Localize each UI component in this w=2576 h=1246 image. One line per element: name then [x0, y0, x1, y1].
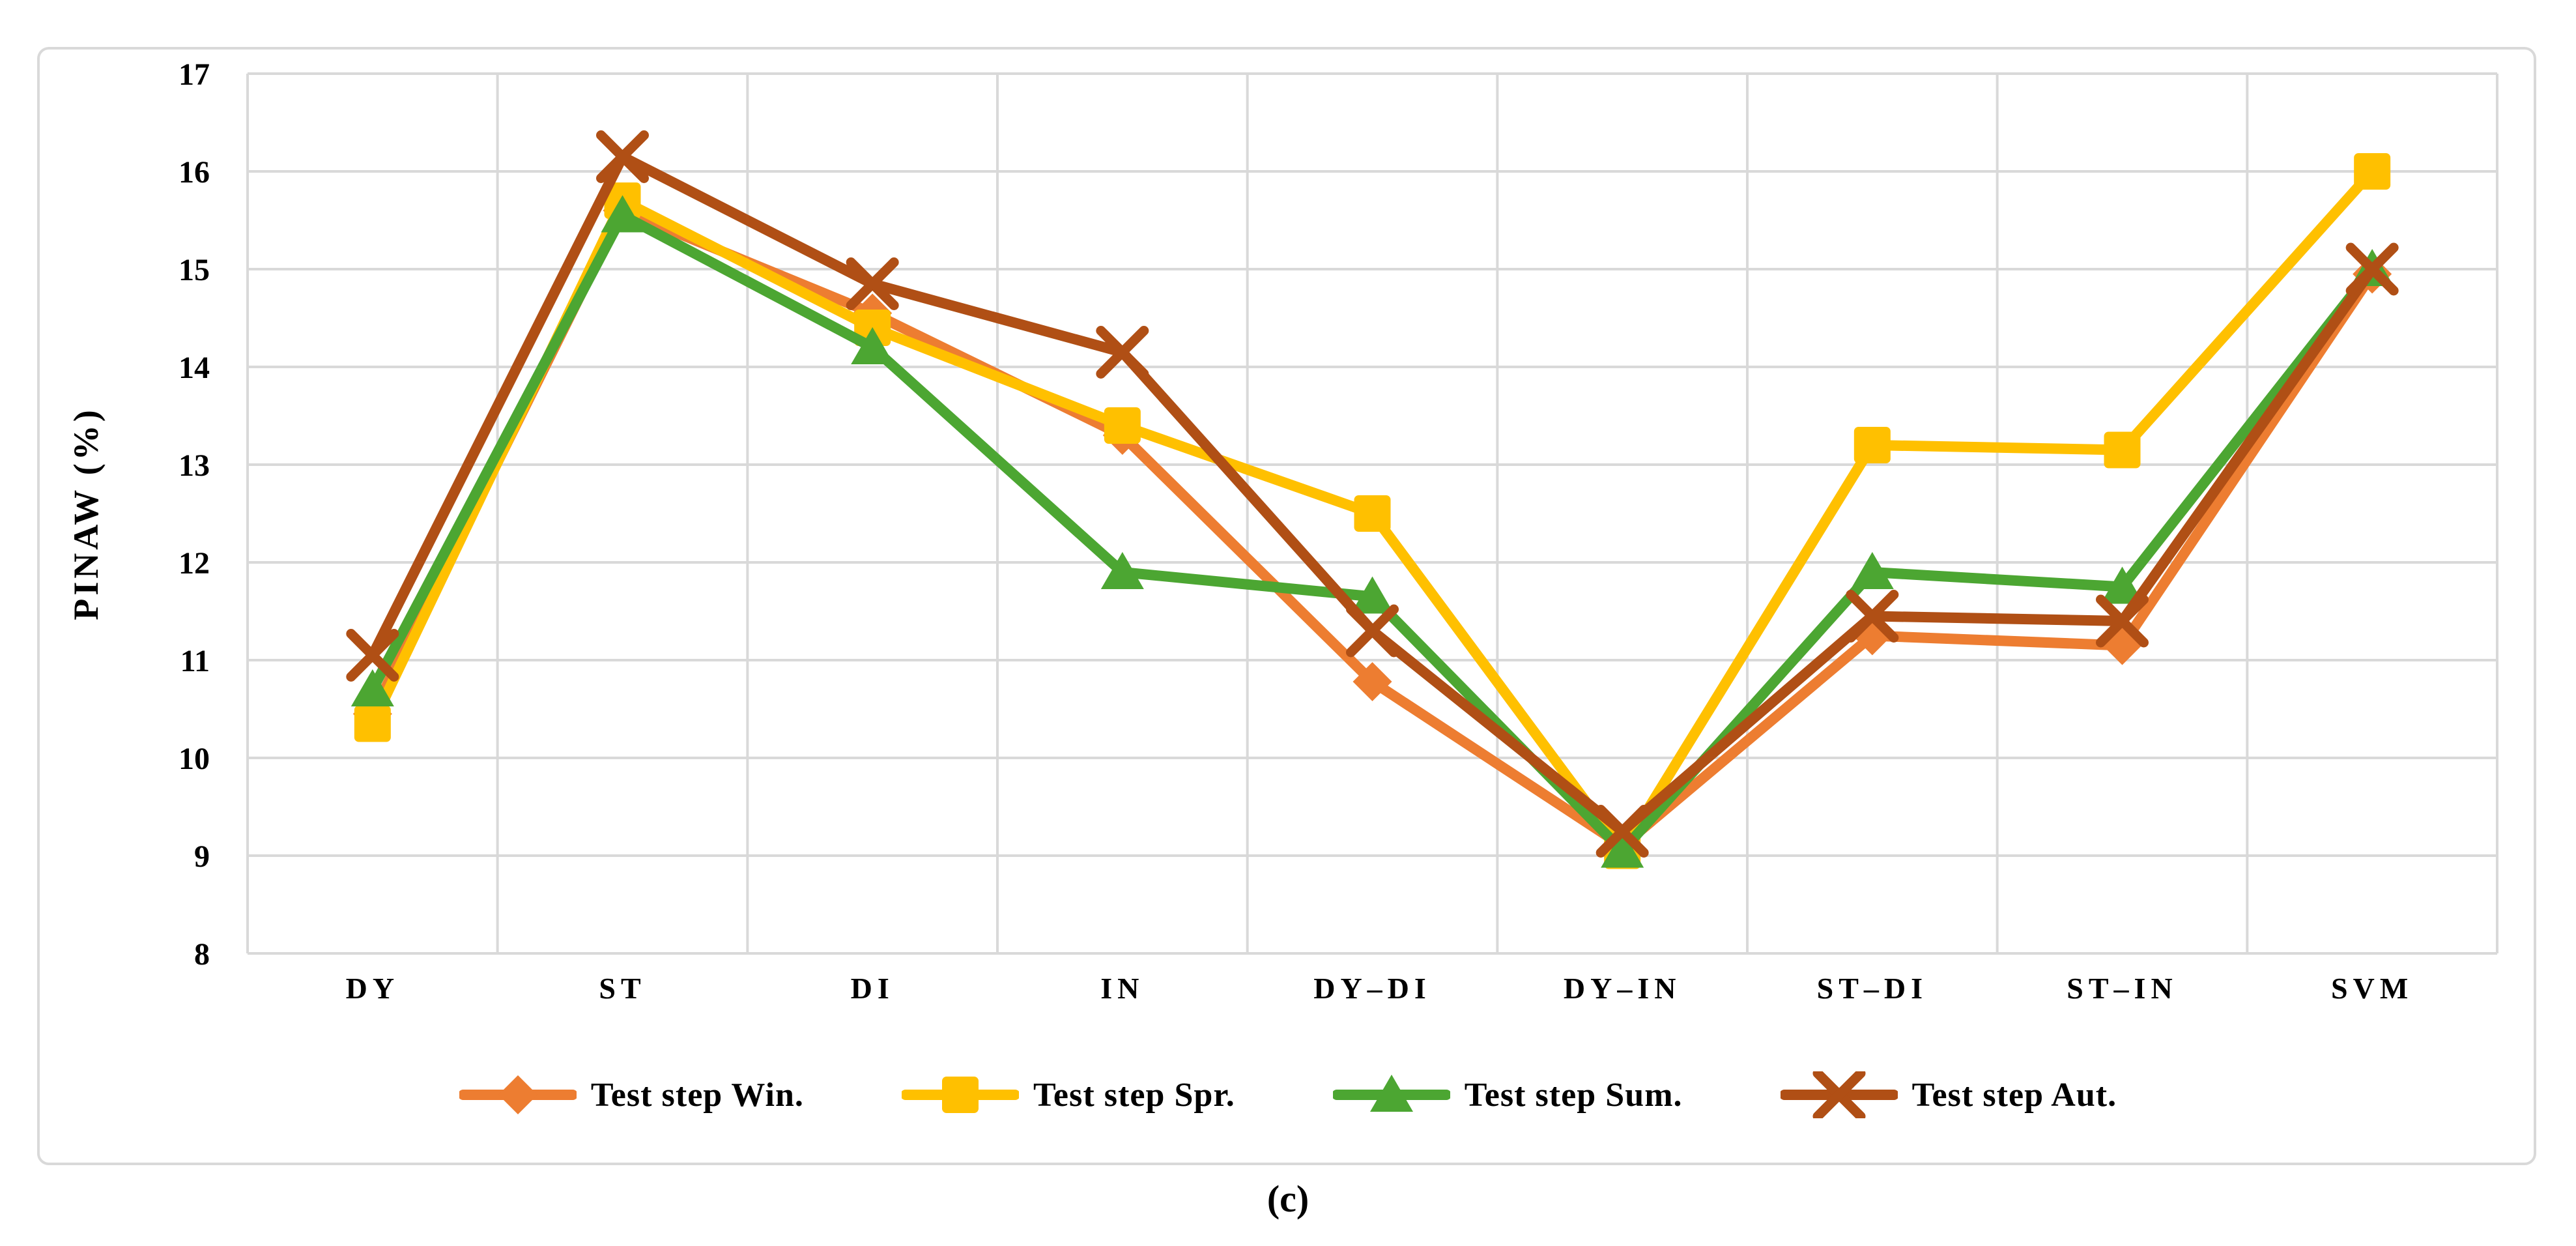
triangle-marker	[351, 669, 394, 706]
x-marker	[346, 629, 399, 682]
diamond-marker	[1352, 662, 1392, 701]
y-axis-tick-label: 12	[179, 546, 210, 581]
triangle-marker	[1850, 552, 1894, 589]
y-axis-tick-label: 13	[179, 448, 210, 483]
y-axis-tick-label: 14	[179, 351, 210, 385]
y-axis-tick-label: 8	[194, 937, 210, 972]
square-marker	[941, 1077, 979, 1113]
square-marker	[1354, 495, 1391, 532]
legend-item-test-step-aut: Test step Aut.	[1780, 1071, 2117, 1118]
x-marker	[1596, 805, 1649, 858]
y-axis-tick-labels: 8 9 10 11 12 13 14 15 16 17	[179, 57, 210, 972]
triangle-marker	[1351, 576, 1394, 614]
triangle-marker	[851, 327, 894, 364]
series-test-step-aut	[346, 130, 2399, 858]
x-axis-category-label: IN	[1100, 972, 1144, 1005]
legend-key-triangle-icon	[1332, 1075, 1450, 1112]
y-axis-title: PINAW (%)	[66, 407, 106, 620]
triangle-marker	[601, 195, 644, 233]
y-axis-tick-label: 16	[179, 155, 210, 190]
x-marker	[1096, 326, 1149, 379]
series-test-step-sum	[351, 195, 2394, 868]
legend-label: Test step Win.	[590, 1076, 804, 1114]
y-axis-tick-label: 15	[179, 253, 210, 287]
y-axis-tick-label: 17	[179, 57, 210, 92]
y-axis-tick-label: 9	[194, 839, 210, 874]
square-marker	[354, 705, 391, 742]
figure-frame	[37, 47, 2536, 1165]
triangle-marker	[1369, 1075, 1413, 1112]
square-marker	[2104, 431, 2141, 469]
x-marker	[596, 130, 649, 183]
legend-key-x-icon	[1780, 1071, 1898, 1118]
x-axis-category-label: ST	[599, 972, 646, 1005]
triangle-marker	[2100, 566, 2144, 604]
series-test-step-spr	[354, 153, 2391, 869]
legend-label: Test step Aut.	[1911, 1076, 2117, 1114]
y-axis-tick-label: 10	[179, 742, 210, 776]
x-axis-category-label: DY–IN	[1564, 972, 1682, 1005]
triangle-marker	[1601, 830, 1644, 868]
x-marker	[1812, 1071, 1866, 1118]
legend-label: Test step Sum.	[1464, 1076, 1683, 1114]
legend-item-test-step-win: Test step Win.	[459, 1071, 804, 1118]
legend-key-square-icon	[901, 1077, 1019, 1113]
square-marker	[1853, 427, 1891, 463]
x-axis-category-label: ST–DI	[1817, 972, 1928, 1005]
x-axis-category-label: DY	[346, 972, 399, 1005]
square-marker	[2354, 153, 2391, 190]
x-axis-category-label: DI	[851, 972, 894, 1005]
figure-caption: (c)	[1267, 1178, 1309, 1220]
x-marker	[1346, 604, 1399, 658]
x-axis-category-labels: DY ST DI IN DY–DI DY–IN ST–DI ST–IN SVM	[346, 972, 2413, 1005]
legend-label: Test step Spr.	[1033, 1076, 1235, 1114]
x-marker	[846, 257, 899, 310]
series-line	[367, 210, 2378, 856]
x-axis-category-label: ST–IN	[2067, 972, 2177, 1005]
chart-legend: Test step Win. Test step Spr. Test step Su…	[0, 1056, 2576, 1134]
x-axis-category-label: SVM	[2331, 972, 2413, 1005]
legend-item-test-step-sum: Test step Sum.	[1332, 1071, 1683, 1118]
x-marker	[1846, 590, 1899, 643]
square-marker	[1104, 407, 1141, 444]
legend-item-test-step-spr: Test step Spr.	[901, 1071, 1235, 1118]
legend-key-diamond-icon	[459, 1075, 577, 1114]
x-axis-category-label: DY–DI	[1313, 972, 1431, 1005]
series-line	[367, 151, 2378, 837]
x-marker	[2096, 594, 2149, 648]
diamond-marker	[498, 1075, 537, 1114]
triangle-marker	[1100, 552, 1144, 589]
x-marker	[2345, 242, 2399, 296]
y-axis-tick-label: 11	[180, 644, 210, 678]
